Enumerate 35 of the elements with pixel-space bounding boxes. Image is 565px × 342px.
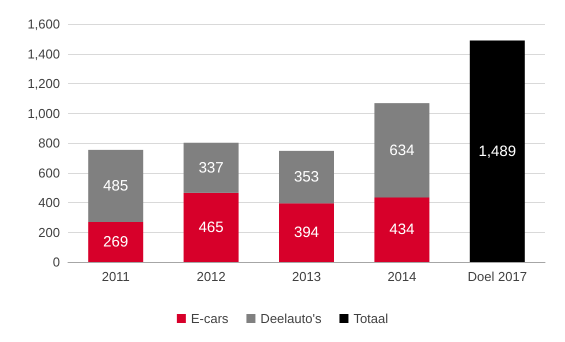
data-label: 465 bbox=[198, 218, 224, 236]
bar bbox=[470, 40, 525, 262]
data-label: 1,489 bbox=[478, 142, 516, 160]
data-label: 434 bbox=[389, 221, 414, 238]
bar bbox=[279, 203, 334, 262]
legend-label: Deelauto's bbox=[260, 311, 322, 326]
legend-label: E-cars bbox=[190, 311, 229, 326]
data-label: 337 bbox=[198, 159, 224, 176]
x-tick-label: 2014 bbox=[387, 269, 416, 284]
x-tick-label: 2012 bbox=[196, 269, 226, 284]
bar bbox=[88, 150, 144, 222]
data-label: 485 bbox=[103, 177, 128, 194]
y-tick-label: 200 bbox=[38, 224, 60, 240]
data-label: 634 bbox=[389, 142, 414, 159]
y-tick-label: 1,400 bbox=[27, 46, 60, 62]
x-tick-label: 2013 bbox=[292, 269, 321, 284]
bar bbox=[88, 222, 144, 262]
y-tick-label: 1,200 bbox=[27, 76, 60, 91]
legend-label: Totaal bbox=[353, 311, 388, 326]
bar bbox=[374, 103, 430, 198]
bar bbox=[374, 197, 430, 262]
data-label: 394 bbox=[294, 224, 320, 242]
data-label: 269 bbox=[103, 233, 128, 250]
y-tick-label: 600 bbox=[38, 165, 60, 180]
bar bbox=[184, 142, 239, 193]
x-tick-label: 2011 bbox=[102, 269, 130, 284]
y-tick-label: 1,000 bbox=[27, 106, 60, 121]
bar bbox=[279, 150, 334, 204]
data-label: 353 bbox=[294, 168, 320, 186]
y-tick-label: 0 bbox=[52, 254, 60, 270]
y-tick-label: 1,600 bbox=[27, 16, 60, 32]
y-tick-label: 800 bbox=[38, 136, 60, 150]
x-tick-label: Doel 2017 bbox=[468, 269, 527, 284]
y-tick-label: 400 bbox=[38, 195, 60, 210]
bar bbox=[184, 192, 239, 262]
